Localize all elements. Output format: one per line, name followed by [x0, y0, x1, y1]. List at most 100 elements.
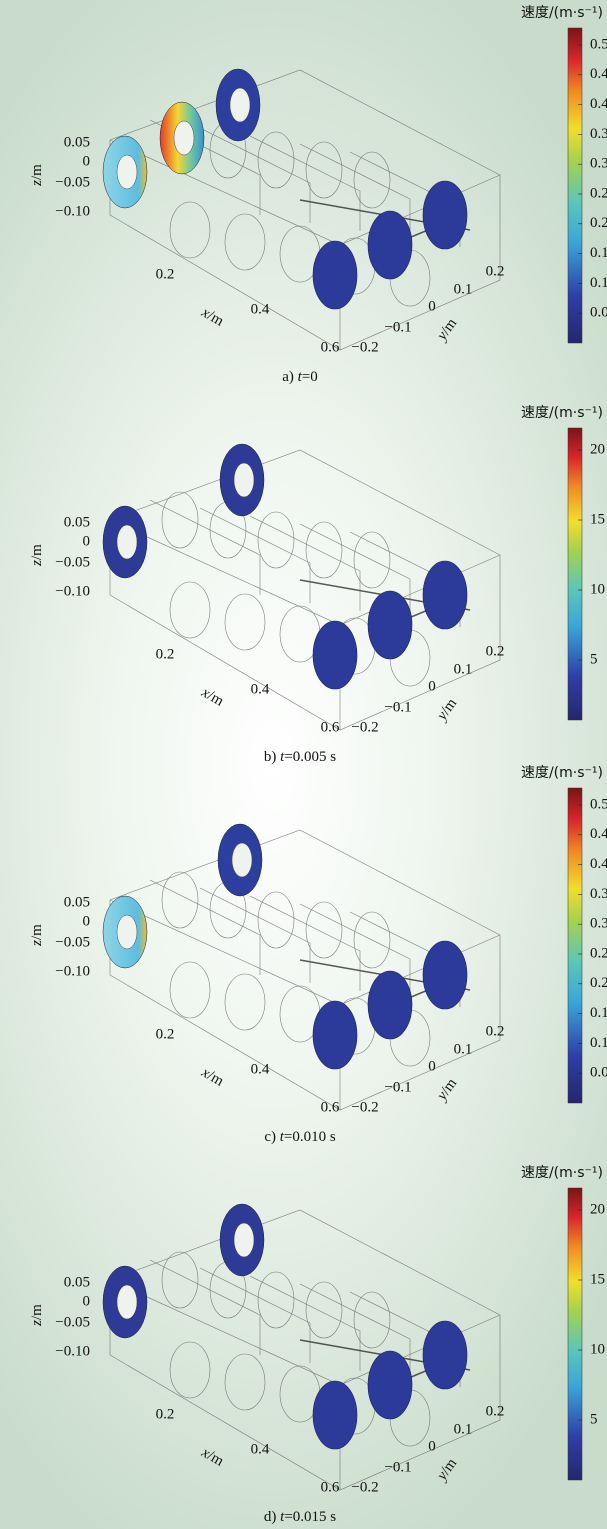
- disk: [368, 591, 412, 659]
- colorbar-title: 速度/(m·s⁻¹): [521, 5, 603, 21]
- z-axis-label: z/m: [29, 924, 45, 947]
- disk: [423, 1321, 467, 1389]
- colorbar-tick-label: 0.30: [590, 916, 607, 932]
- caption-part: a): [282, 369, 297, 385]
- x-axis-label: x/m: [198, 1444, 227, 1470]
- figure: 0.050−0.05−0.10z/m0.20.40.6x/m−0.2−0.100…: [0, 0, 607, 1529]
- x-axis-label: x/m: [198, 1064, 227, 1090]
- y-tick-label: −0.1: [384, 1079, 411, 1095]
- x-tick-label: 0.4: [251, 301, 270, 317]
- ring-hole: [234, 1223, 254, 1257]
- x-tick-label: 0.2: [156, 1026, 175, 1042]
- y-tick-label: −0.2: [351, 1479, 378, 1495]
- colorbar-tick-label: 0.05: [590, 305, 607, 321]
- pipe-line: [200, 888, 310, 983]
- z-tick-label: 0.05: [64, 514, 90, 530]
- x-axis-label: x/m: [198, 684, 227, 710]
- caption: d) t=0.015 s: [264, 1509, 336, 1525]
- x-tick-label: 0.2: [156, 266, 175, 282]
- z-axis-label-part: /m: [29, 544, 45, 560]
- panel: 0.050−0.05−0.10z/m0.20.40.6x/m−0.2−0.100…: [29, 5, 607, 385]
- z-axis-label-part: /m: [29, 164, 45, 180]
- colorbar-tick-label: 0.05: [590, 1065, 607, 1081]
- colorbar-title: 速度/(m·s⁻¹): [521, 405, 603, 421]
- disk: [423, 181, 467, 249]
- pipe-circle: [225, 594, 265, 650]
- disk: [313, 1381, 357, 1449]
- z-tick-label: 0.05: [64, 1274, 90, 1290]
- caption-part: b): [264, 749, 280, 765]
- x-tick-label: 0.4: [251, 1061, 270, 1077]
- y-tick-label: 0.2: [486, 1403, 505, 1419]
- ring-hole: [117, 155, 137, 189]
- y-tick-label: 0: [428, 678, 436, 694]
- y-axis-label: y/m: [433, 696, 460, 726]
- panel: 0.050−0.05−0.10z/m0.20.40.6x/m−0.2−0.100…: [29, 765, 607, 1145]
- caption: a) t=0: [282, 369, 318, 385]
- disk: [368, 211, 412, 279]
- pipe-circle: [170, 202, 210, 258]
- ring-hole: [117, 525, 137, 559]
- pipe-circle: [306, 522, 342, 578]
- pipe-circle: [162, 1252, 198, 1308]
- z-tick-label: 0: [83, 533, 91, 549]
- ring-hole: [234, 463, 254, 497]
- y-tick-label: 0.1: [454, 1421, 473, 1437]
- z-tick-label: 0: [83, 1293, 91, 1309]
- colorbar-tick-label: 15: [590, 1271, 605, 1287]
- colorbar: [568, 788, 582, 1103]
- ring-hole: [117, 915, 137, 949]
- disk: [368, 1351, 412, 1419]
- y-tick-label: 0.1: [454, 281, 473, 297]
- colorbar-tick-label: 0.50: [590, 796, 607, 812]
- caption-part: =0.005 s: [284, 749, 336, 765]
- colorbar-tick-label: 0.45: [590, 826, 607, 842]
- colorbar-tick-label: 0.20: [590, 975, 607, 991]
- caption-part: =0.010 s: [284, 1129, 336, 1145]
- pipe-line: [200, 1268, 310, 1363]
- y-tick-label: −0.1: [384, 699, 411, 715]
- y-tick-label: 0.2: [486, 643, 505, 659]
- pipe-circle: [225, 214, 265, 270]
- colorbar-tick-label: 10: [590, 581, 605, 597]
- y-tick-label: 0: [428, 1438, 436, 1454]
- disk: [423, 941, 467, 1009]
- z-tick-label: −0.10: [55, 963, 90, 979]
- colorbar-tick-label: 0.25: [590, 185, 607, 201]
- figure-canvas: 0.050−0.05−0.10z/m0.20.40.6x/m−0.2−0.100…: [0, 0, 607, 1529]
- caption-part: c): [264, 1129, 279, 1145]
- z-tick-label: −0.10: [55, 583, 90, 599]
- caption: b) t=0.005 s: [264, 749, 336, 765]
- y-tick-label: 0: [428, 298, 436, 314]
- caption-part: =0: [302, 369, 318, 385]
- pipe-circle: [170, 1342, 210, 1398]
- pipe-line: [200, 128, 310, 223]
- z-tick-label: 0: [83, 913, 91, 929]
- y-axis-label: y/m: [433, 316, 460, 346]
- caption-part: =0.015 s: [284, 1509, 336, 1525]
- pipe-circle: [306, 142, 342, 198]
- x-tick-label: 0.6: [321, 339, 340, 355]
- colorbar-tick-label: 0.20: [590, 215, 607, 231]
- colorbar-tick-label: 0.10: [590, 275, 607, 291]
- pipe-circle: [306, 1282, 342, 1338]
- colorbar: [568, 1188, 582, 1480]
- y-tick-label: −0.2: [351, 719, 378, 735]
- y-tick-label: 0.1: [454, 1041, 473, 1057]
- colorbar-tick-label: 0.40: [590, 856, 607, 872]
- pipe-circle: [306, 902, 342, 958]
- colorbar-tick-label: 0.15: [590, 1005, 607, 1021]
- z-tick-label: −0.10: [55, 203, 90, 219]
- colorbar-tick-label: 0.30: [590, 156, 607, 172]
- y-axis-label: y/m: [433, 1456, 460, 1486]
- panel: 0.050−0.05−0.10z/m0.20.40.6x/m−0.2−0.100…: [29, 405, 605, 765]
- colorbar-tick-label: 5: [590, 651, 598, 667]
- colorbar-tick-label: 5: [590, 1411, 598, 1427]
- ring-hole: [117, 1285, 137, 1319]
- y-axis-label: y/m: [433, 1076, 460, 1106]
- colorbar-tick-label: 0.35: [590, 886, 607, 902]
- y-tick-label: 0: [428, 1058, 436, 1074]
- colorbar-tick-label: 0.10: [590, 1035, 607, 1051]
- colorbar-tick-label: 0.35: [590, 126, 607, 142]
- pipe-circle: [162, 492, 198, 548]
